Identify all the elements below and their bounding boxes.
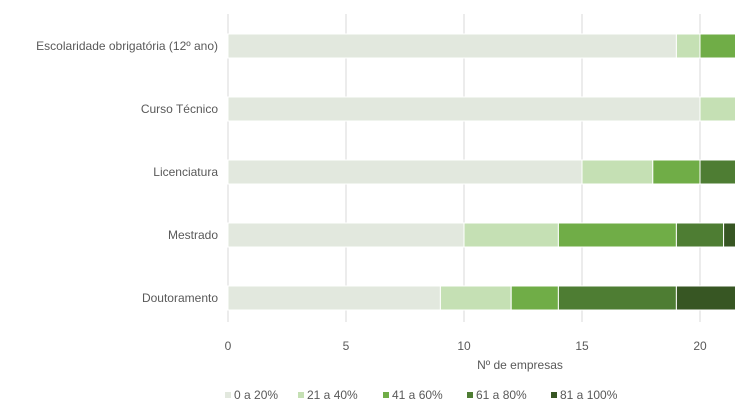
bar-segment	[652, 159, 701, 185]
category-label: Escolaridade obrigatória (12º ano)	[36, 39, 218, 53]
bar-segment	[723, 222, 735, 248]
legend-swatch	[383, 392, 389, 398]
bar-segment	[227, 159, 583, 185]
bar-segment	[581, 159, 654, 185]
bar-segment	[510, 285, 559, 311]
legend: 0 a 20% 21 a 40% 41 a 60% 61 a 80% 81 a 100%	[225, 388, 618, 402]
bars	[227, 33, 735, 311]
category-label: Mestrado	[168, 228, 218, 242]
bar-segment	[227, 96, 701, 122]
bar-segment	[675, 33, 701, 59]
bar-segment	[675, 222, 725, 248]
bar-segment	[227, 285, 441, 311]
x-tick-label: 5	[343, 339, 350, 353]
bar-segment	[699, 33, 735, 59]
x-axis-title: Nº de empresas	[477, 358, 563, 372]
x-tick-label: 0	[225, 339, 232, 353]
bar-segment	[227, 33, 677, 59]
legend-swatch	[298, 392, 304, 398]
category-labels: Escolaridade obrigatória (12º ano) Curso …	[36, 39, 218, 305]
category-label: Licenciatura	[153, 165, 218, 179]
x-tick-labels: 0 5 10 15 20	[225, 339, 707, 353]
category-label: Curso Técnico	[141, 102, 218, 116]
bar-segment	[699, 96, 735, 122]
x-tick-label: 10	[457, 339, 471, 353]
bar-segment	[463, 222, 559, 248]
bar-segment	[557, 285, 677, 311]
legend-label: 41 a 60%	[392, 388, 443, 402]
bar-segment	[227, 222, 465, 248]
bar-segment	[675, 285, 735, 311]
category-label: Doutoramento	[142, 291, 218, 305]
x-tick-label: 20	[693, 339, 707, 353]
legend-label: 21 a 40%	[307, 388, 358, 402]
bar-segment	[557, 222, 677, 248]
legend-swatch	[225, 392, 231, 398]
x-tick-label: 15	[575, 339, 589, 353]
legend-label: 81 a 100%	[560, 388, 618, 402]
bar-segment	[439, 285, 512, 311]
bar-segment	[699, 159, 735, 185]
legend-swatch	[467, 392, 473, 398]
legend-swatch	[551, 392, 557, 398]
legend-label: 0 a 20%	[234, 388, 278, 402]
legend-label: 61 a 80%	[476, 388, 527, 402]
